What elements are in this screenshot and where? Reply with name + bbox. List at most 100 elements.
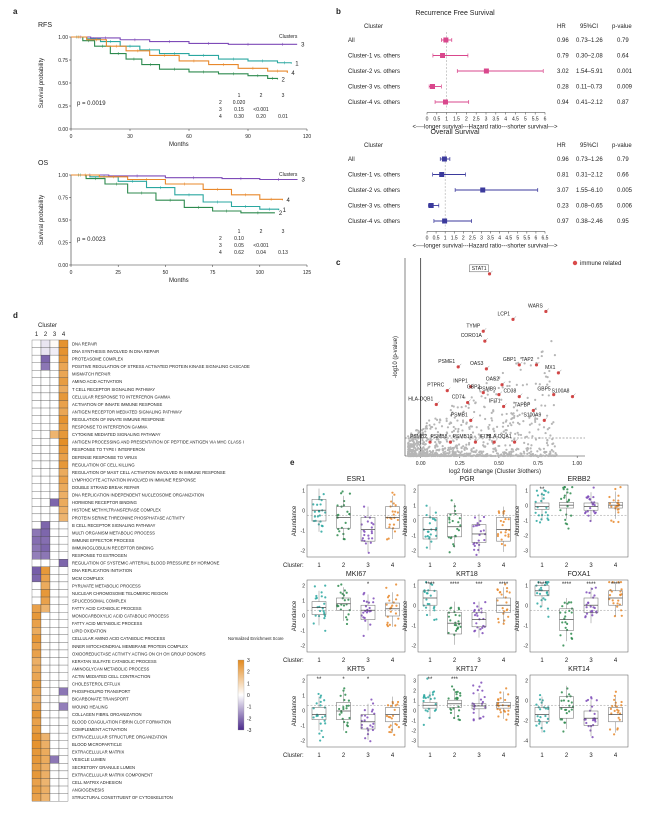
- heatmap-cell: [49, 543, 60, 552]
- sample-point: [593, 512, 597, 515]
- sample-point: [392, 502, 395, 505]
- sample-point: [431, 691, 435, 694]
- sample-point: [559, 718, 562, 721]
- volcano-point: [445, 440, 449, 443]
- sample-point: [323, 611, 326, 615]
- volcano-point: [451, 411, 454, 414]
- label-leader: [489, 270, 493, 274]
- volcano-point: [523, 362, 526, 365]
- sample-point: [319, 704, 322, 707]
- x-tick-label: 6: [535, 236, 538, 242]
- sample-point: [503, 619, 506, 622]
- forest-header: Cluster: [364, 143, 383, 149]
- volcano-point: [422, 451, 425, 455]
- sample-point: [426, 535, 429, 538]
- label-leader: [503, 403, 507, 407]
- sample-point: [570, 514, 573, 517]
- heatmap-cell: [49, 763, 60, 772]
- x-tick-label: 4: [504, 117, 507, 123]
- sample-point: [592, 486, 595, 489]
- sample-point: [547, 491, 550, 494]
- volcano-point: [480, 395, 483, 398]
- volcano-point: [420, 447, 423, 451]
- pathway-label: REGULATION OF MAST CELL ACTIVATION INVOL…: [72, 470, 226, 475]
- sample-point: [320, 595, 323, 598]
- sample-point: [456, 527, 459, 531]
- sample-point: [481, 700, 485, 704]
- sample-point: [312, 716, 315, 719]
- volcano-point: [525, 383, 529, 386]
- volcano-point: [425, 422, 428, 425]
- sample-point: [364, 737, 367, 740]
- volcano-point: [502, 430, 505, 433]
- heatmap-cell: [49, 793, 60, 802]
- volcano-point: [472, 399, 475, 402]
- volcano-point: [530, 454, 533, 458]
- y-tick-label: 2: [413, 489, 416, 495]
- sample-point: [385, 714, 389, 718]
- heatmap-cell: [40, 785, 51, 794]
- box: [496, 517, 511, 542]
- heatmap-cell: [40, 521, 51, 530]
- sample-point: [317, 692, 320, 696]
- heatmap-cell: [58, 672, 69, 681]
- hr-value: 3.07: [557, 188, 569, 194]
- sample-point: [563, 494, 566, 497]
- heatmap-cell: [49, 453, 60, 462]
- sample-point: [319, 739, 322, 742]
- volcano-point: [458, 453, 461, 457]
- sample-point: [315, 594, 318, 598]
- heatmap-cell: [31, 778, 42, 787]
- x-tick-label: 4: [498, 236, 501, 242]
- volcano-point: [435, 436, 438, 439]
- sample-point: [568, 710, 571, 713]
- volcano-point: [411, 436, 415, 439]
- heatmap-cell: [31, 725, 42, 734]
- sample-point: [507, 535, 510, 538]
- sample-point: [433, 518, 436, 521]
- volcano-point: [410, 434, 413, 437]
- sample-point: [345, 704, 348, 708]
- sample-point: [447, 536, 450, 539]
- heatmap-cell: [31, 596, 42, 605]
- volcano-point: [421, 437, 424, 440]
- volcano-point: [533, 418, 537, 422]
- sample-point: [393, 708, 396, 711]
- hr-point: [443, 37, 449, 43]
- sample-point: [497, 715, 500, 718]
- sample-point: [544, 707, 548, 710]
- sample-point: [611, 581, 614, 584]
- sample-point: [483, 538, 486, 542]
- volcano-point: [501, 454, 504, 457]
- sample-point: [589, 605, 592, 608]
- sample-point: [589, 507, 592, 510]
- sample-point: [367, 601, 371, 604]
- sample-point: [588, 498, 592, 501]
- volcano-point: [520, 452, 523, 455]
- sample-point: [613, 709, 616, 713]
- sample-point: [422, 723, 425, 726]
- volcano-point: [486, 442, 489, 445]
- pairwise-col: 3: [282, 229, 285, 235]
- sample-point: [345, 616, 348, 619]
- hr-value: 0.96: [557, 157, 569, 163]
- sample-point: [362, 505, 366, 508]
- sample-point: [316, 515, 320, 518]
- sample-point: [388, 523, 391, 526]
- gene-label: GBP5: [537, 387, 551, 393]
- sample-point: [364, 605, 368, 608]
- curve-end-label: 1: [295, 62, 299, 68]
- sample-point: [431, 583, 434, 586]
- volcano-point: [490, 411, 493, 414]
- volcano-point: [415, 439, 418, 442]
- sample-point: [341, 597, 344, 600]
- x-axis-label: log2 fold change (Cluster 3/others): [449, 469, 541, 475]
- sample-point: [476, 605, 479, 608]
- volcano-point: [513, 438, 516, 441]
- volcano-point: [475, 449, 478, 452]
- volcano-point: [550, 340, 553, 343]
- heatmap-cell: [40, 793, 51, 802]
- heatmap-cell: [58, 770, 69, 779]
